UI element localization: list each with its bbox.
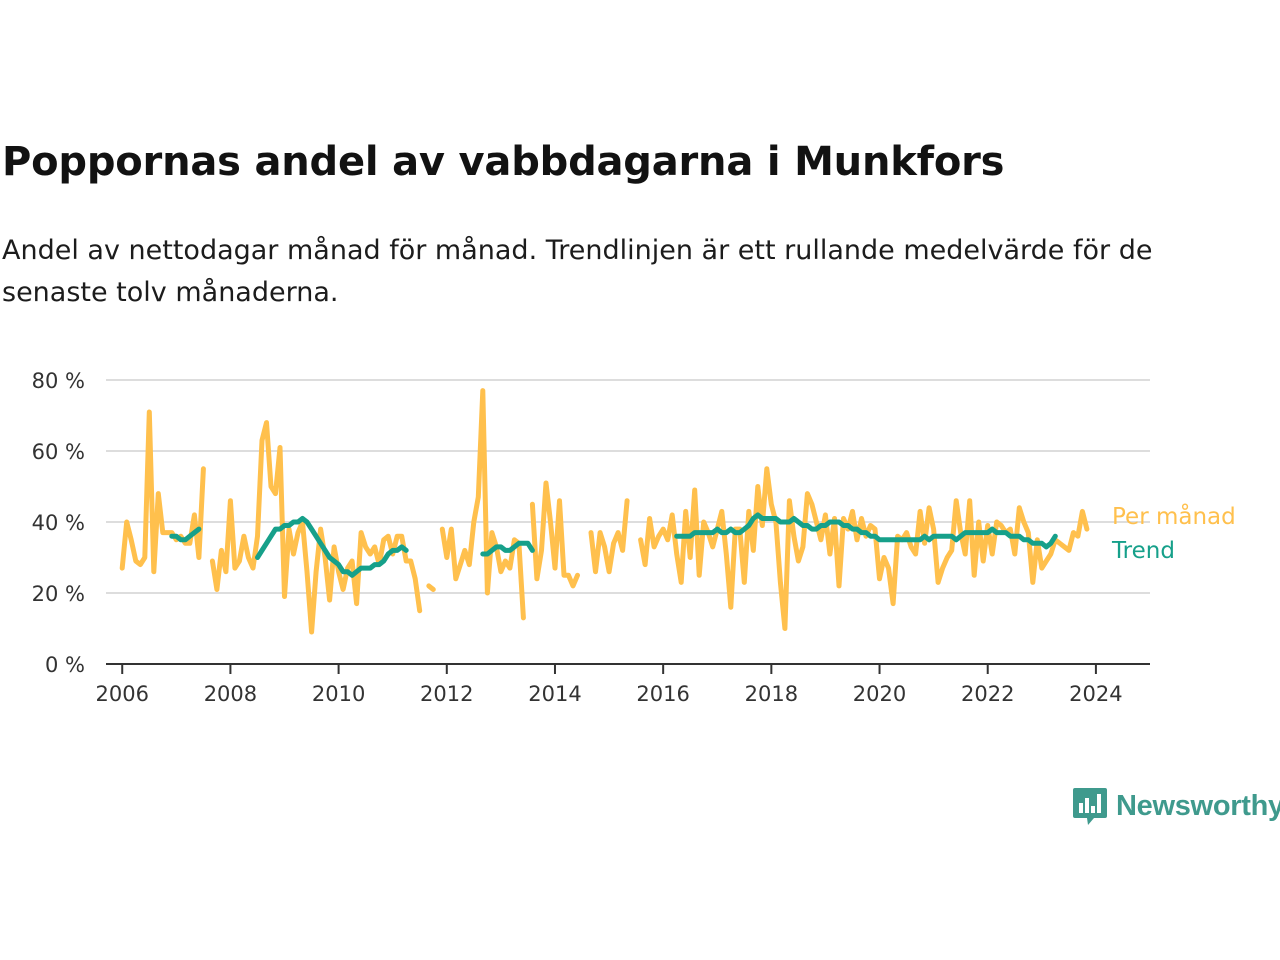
brand-logo: Newsworthy — [1072, 784, 1280, 828]
y-tick-label: 20 % — [32, 582, 85, 606]
y-axis-labels: 0 % 20 % 40 % 60 % 80 % — [32, 369, 85, 677]
x-tick-label: 2022 — [961, 682, 1014, 706]
x-axis: 2006 2008 2010 2012 2014 2016 2018 2020 2022 2024 — [96, 663, 1150, 706]
per-month-line-segment — [209, 420, 423, 635]
x-tick-label: 2020 — [853, 682, 906, 706]
chart-title: Poppornas andel av vabbdagarna i Munkfor… — [2, 139, 1005, 185]
x-tick-label: 2018 — [745, 682, 798, 706]
series-trend-line — [169, 512, 1058, 578]
x-tick-label: 2008 — [204, 682, 257, 706]
per-month-line-segment — [426, 583, 436, 592]
x-tick-label: 2014 — [528, 682, 581, 706]
per-month-line-segment — [638, 466, 1090, 631]
per-month-line-segment — [529, 480, 580, 589]
x-tick-label: 2024 — [1069, 682, 1122, 706]
legend-label-trend-line: Trend — [1111, 538, 1175, 564]
series-per-month-line — [119, 388, 1090, 635]
gridlines — [106, 379, 1150, 594]
per-month-line-segment — [588, 498, 630, 575]
x-tick-label: 2012 — [420, 682, 473, 706]
legend: Per månad Trend — [1111, 502, 1236, 564]
per-month-line-segment — [439, 388, 526, 621]
series-layer — [119, 388, 1090, 635]
trend-line-segment — [169, 526, 202, 543]
y-tick-label: 60 % — [32, 440, 85, 464]
x-tick-label: 2010 — [312, 682, 365, 706]
trend-line-segment — [674, 512, 1058, 550]
y-tick-label: 40 % — [32, 511, 85, 535]
brand-name: Newsworthy — [1116, 789, 1280, 822]
chart-subtitle: Andel av nettodagar månad för månad. Tre… — [2, 235, 1153, 308]
per-month-line-segment — [119, 409, 206, 575]
trend-line-segment — [255, 516, 409, 578]
x-tick-label: 2006 — [96, 682, 149, 706]
trend-line-segment — [480, 540, 535, 557]
x-tick-label: 2016 — [636, 682, 689, 706]
y-tick-label: 80 % — [32, 369, 85, 393]
legend-label-per-month-line: Per månad — [1112, 502, 1236, 530]
newsworthy-logo-icon — [1073, 788, 1107, 825]
y-tick-label: 0 % — [45, 653, 85, 677]
